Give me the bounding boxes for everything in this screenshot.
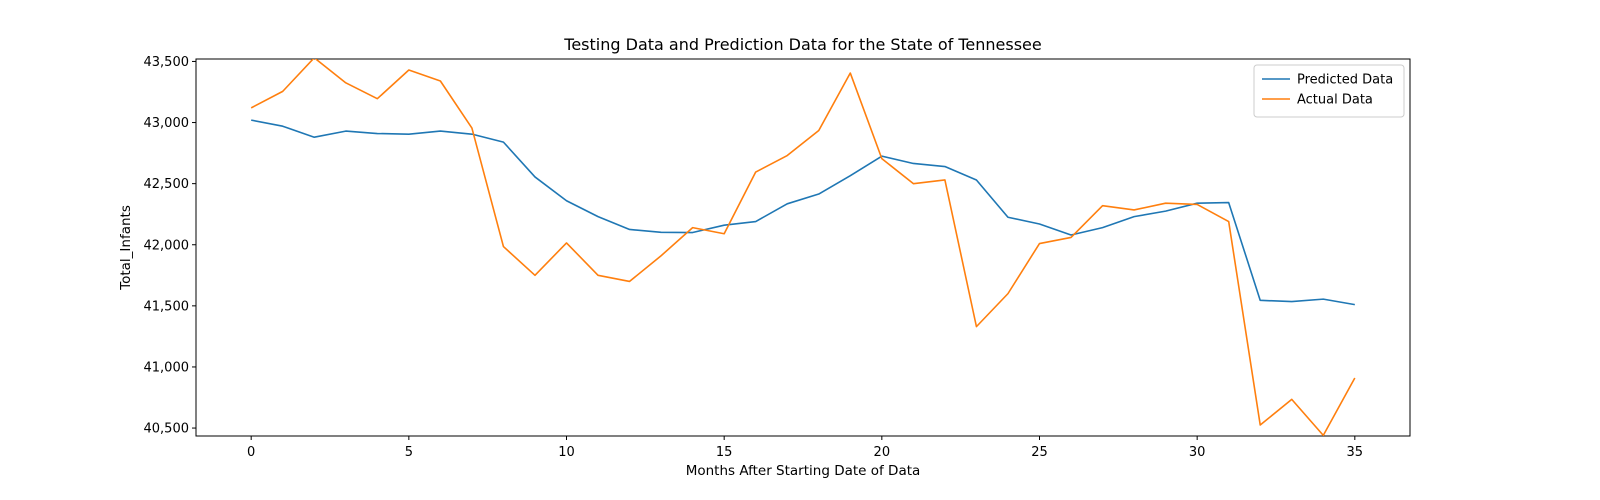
chart-title: Testing Data and Prediction Data for the… — [563, 35, 1041, 54]
y-axis: 40,500 41,000 41,500 42,000 42,500 43,000 43,5… — [144, 55, 196, 437]
y-tick-label: 40,500 — [144, 422, 190, 437]
x-tick-label: 30 — [1189, 445, 1206, 460]
plot-area — [195, 58, 1411, 437]
legend-box — [1253, 64, 1405, 118]
legend-label: Predicted Data — [1297, 73, 1393, 88]
y-tick-label: 43,000 — [144, 116, 190, 131]
series-line-actual-data — [250, 59, 1356, 436]
y-tick-label: 41,000 — [144, 360, 190, 375]
x-tick-label: 15 — [716, 445, 733, 460]
series-layer — [250, 59, 1356, 436]
y-axis-label: Total_Infants — [118, 205, 134, 291]
plot-frame — [195, 58, 1411, 437]
legend: Predicted Data Actual Data — [1253, 64, 1405, 118]
x-tick-label: 10 — [558, 445, 575, 460]
legend-label: Actual Data — [1297, 93, 1373, 108]
x-tick-label: 0 — [247, 445, 255, 460]
y-tick-label: 41,500 — [144, 299, 190, 314]
series-line-predicted-data — [251, 119, 1355, 306]
y-tick-label: 43,500 — [144, 55, 190, 70]
x-tick-label: 25 — [1031, 445, 1048, 460]
y-tick-label: 42,000 — [144, 238, 190, 253]
x-tick-label: 5 — [405, 445, 413, 460]
x-axis: 0 5 10 15 20 25 30 35 — [247, 436, 1363, 460]
x-axis-label: Months After Starting Date of Data — [686, 463, 921, 479]
x-tick-label: 35 — [1347, 445, 1364, 460]
x-tick-label: 20 — [874, 445, 891, 460]
y-tick-label: 42,500 — [144, 177, 190, 192]
